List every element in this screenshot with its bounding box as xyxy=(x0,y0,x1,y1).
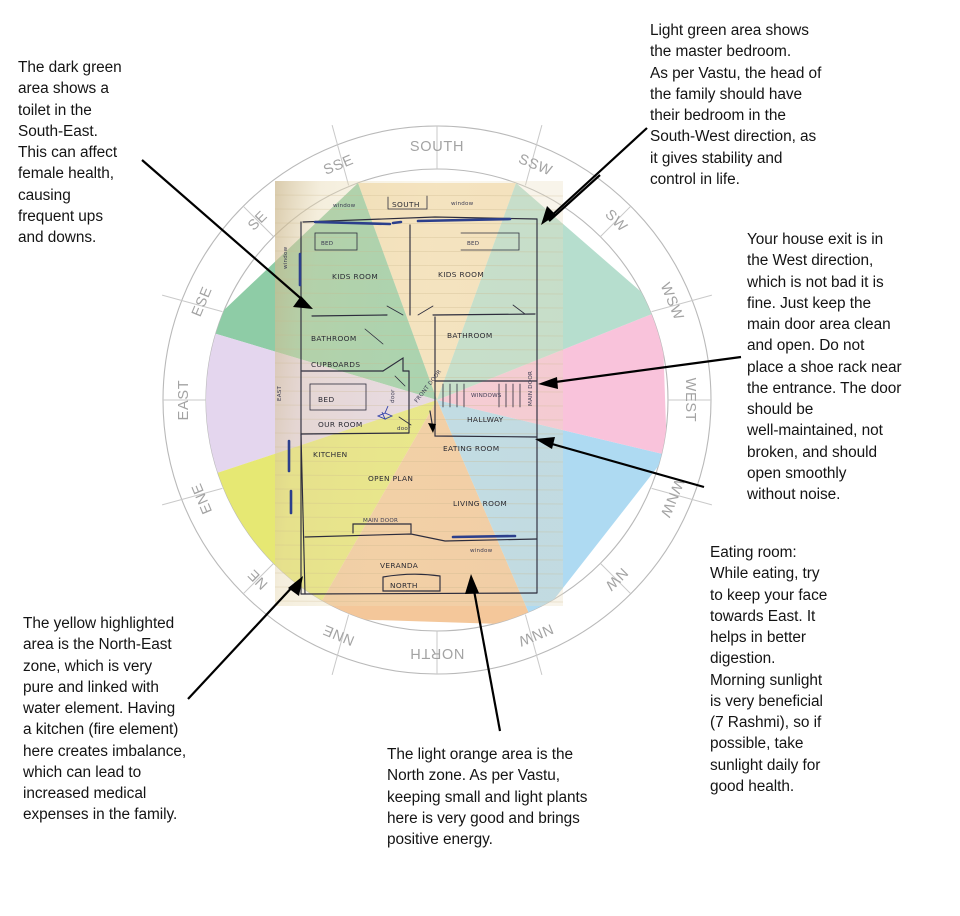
compass-label-north: NORTH xyxy=(410,645,465,661)
plan-label-bed-master: BED xyxy=(318,395,334,404)
annotation-eating-room-east: Eating room: While eating, try to keep y… xyxy=(710,544,828,795)
plan-label-veranda: VERANDA xyxy=(380,561,418,570)
annotation-house-exit-west: Your house exit is in the West direction… xyxy=(747,231,902,503)
wall-patio xyxy=(352,523,412,534)
plan-label-bathroom-right: BATHROOM xyxy=(447,331,493,340)
window-veranda xyxy=(451,534,517,539)
plan-label-cupboards: CUPBOARDS xyxy=(311,360,360,369)
plan-label-north: NORTH xyxy=(390,581,418,590)
compass-label-wnw: WNW xyxy=(657,477,687,520)
wall-our-room-bottom xyxy=(300,432,410,435)
wall-mid-left xyxy=(311,314,388,317)
compass-label-sse: SSE xyxy=(321,152,356,179)
compass-label-nnw: NNW xyxy=(515,620,555,649)
compass-label-ene: ENE xyxy=(189,480,216,516)
wall-hallway xyxy=(434,380,538,438)
compass-label-nne: NNE xyxy=(321,621,357,648)
annotation-light-green-master-bedroom: Light green area shows the master bedroo… xyxy=(650,22,822,188)
plan-label-eating-room: EATING ROOM xyxy=(443,444,499,453)
compass-label-wsw: WSW xyxy=(657,281,687,323)
bed-box-right xyxy=(460,232,520,251)
stairs-left xyxy=(442,383,465,408)
wall-left-inner xyxy=(300,433,306,595)
plan-label-windows: WINDOWS xyxy=(471,393,502,399)
plan-label-bathroom-left: BATHROOM xyxy=(311,334,357,343)
window-left-lower xyxy=(287,439,293,515)
compass-label-ese: ESE xyxy=(189,284,216,319)
plan-label-window-2: window xyxy=(451,201,474,207)
plan-label-main-door: MAIN DOOR xyxy=(528,371,534,406)
plan-label-south: SOUTH xyxy=(392,200,420,209)
window-top-right xyxy=(416,217,512,223)
plan-label-kitchen: KITCHEN xyxy=(313,450,347,459)
south-tag-box xyxy=(387,195,428,210)
annotation-light-orange-north-zone: The light orange area is the North zone.… xyxy=(387,746,588,848)
plan-label-kids-room-left: KIDS ROOM xyxy=(332,272,378,281)
door-swing-right xyxy=(512,304,526,315)
plan-label-door-1: door xyxy=(390,389,396,403)
front-door-arrow xyxy=(428,423,436,433)
plan-label-east: EAST xyxy=(277,385,283,401)
plan-label-window-4: window xyxy=(470,548,493,554)
bed-box-left xyxy=(314,232,358,251)
plan-label-living-room: LIVING ROOM xyxy=(453,499,507,508)
plan-label-window-1: window xyxy=(333,203,356,209)
compass-label-east: EAST xyxy=(176,380,192,421)
bed-box-master xyxy=(309,383,367,411)
plan-label-window-3: window xyxy=(283,246,289,269)
compass-label-west: WEST xyxy=(682,378,698,423)
plan-label-kids-room-right: KIDS ROOM xyxy=(438,270,484,279)
annotation-dark-green-toilet-south-east: The dark green area shows a toilet in th… xyxy=(18,59,122,246)
plan-label-hallway: HALLWAY xyxy=(467,415,504,424)
plan-label-open-plan: OPEN PLAN xyxy=(368,474,413,483)
plan-label-bed-left: BED xyxy=(321,241,333,247)
plan-label-door-2: door xyxy=(397,426,411,432)
plan-label-our-room: OUR ROOM xyxy=(318,420,363,429)
wall-veranda-top xyxy=(304,533,538,542)
wall-mid-right xyxy=(432,313,536,316)
door-our-room xyxy=(394,375,412,426)
window-top-left xyxy=(313,220,403,226)
wall-cupboard-jog xyxy=(382,356,410,372)
plan-label-patio-door: MAIN DOOR xyxy=(363,518,398,524)
star-marker xyxy=(376,405,394,420)
north-tag-box xyxy=(382,573,441,592)
compass-label-ssw: SSW xyxy=(516,151,555,179)
ruled-lines xyxy=(275,194,563,603)
hand-drawn-floor-plan: SOUTH window window window BED BED KIDS … xyxy=(275,181,563,606)
annotation-yellow-north-east-kitchen: The yellow highlighted area is the North… xyxy=(23,615,187,824)
compass-label-south: SOUTH xyxy=(410,139,464,155)
plan-label-bed-right: BED xyxy=(467,241,479,247)
stairs-right xyxy=(498,383,521,408)
door-bathroom-left xyxy=(364,328,384,345)
